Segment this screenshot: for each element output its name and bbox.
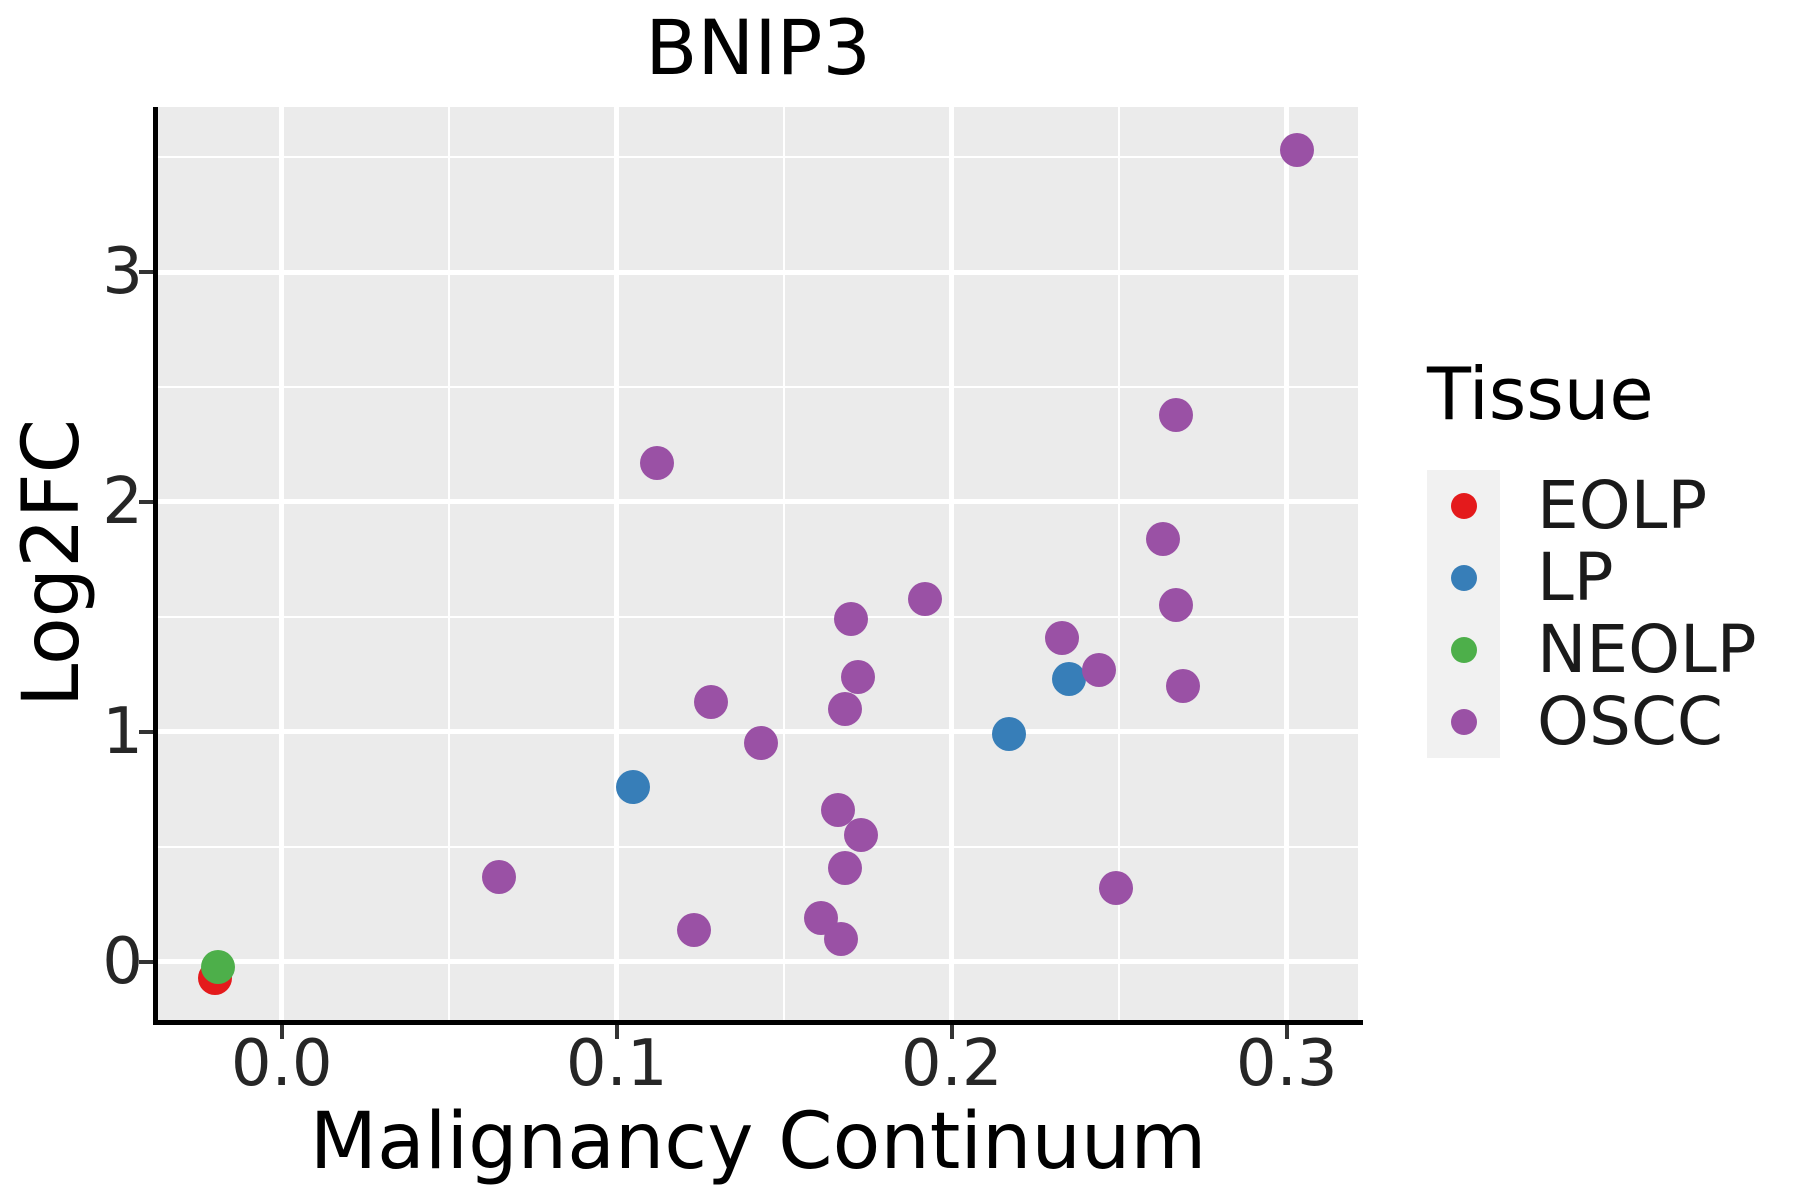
y-tick-mark — [139, 499, 153, 504]
data-point-oscc — [743, 726, 778, 761]
data-point-oscc — [827, 850, 862, 885]
data-point-oscc — [482, 859, 517, 894]
data-point-lp — [1051, 662, 1086, 697]
major-gridline-x — [279, 107, 285, 1020]
data-point-oscc — [907, 581, 942, 616]
y-axis-title: Log2FC — [7, 418, 97, 708]
data-point-oscc — [1098, 871, 1133, 906]
x-axis-title: Malignancy Continuum — [309, 1097, 1207, 1187]
y-tick-label: 0 — [102, 924, 143, 999]
legend-entries: EOLP LP NEOLP OSCC — [1427, 470, 1757, 758]
major-gridline-y — [158, 959, 1358, 965]
legend: Tissue EOLP LP NEOLP OSCC — [1427, 358, 1757, 758]
data-point-lp — [616, 770, 651, 805]
data-point-oscc — [676, 912, 711, 947]
legend-key — [1427, 470, 1500, 542]
y-tick-label: 3 — [102, 235, 143, 309]
legend-entry-oscc: OSCC — [1427, 686, 1757, 758]
legend-dot-neolp — [1450, 637, 1477, 663]
data-point-oscc — [1082, 652, 1117, 687]
y-tick-label: 2 — [102, 464, 143, 539]
legend-dot-lp — [1450, 565, 1477, 591]
legend-entry-neolp: NEOLP — [1427, 614, 1757, 686]
axes-frame — [153, 107, 1363, 1025]
legend-entry-label: OSCC — [1537, 683, 1724, 760]
legend-dot-oscc — [1450, 709, 1477, 735]
major-gridline-y — [158, 269, 1358, 275]
y-tick-mark — [139, 959, 153, 964]
x-tick-label: 0.0 — [230, 1027, 333, 1101]
data-point-oscc — [1159, 588, 1194, 623]
minor-gridline-x — [447, 107, 451, 1020]
minor-gridline-y — [158, 385, 1358, 389]
minor-gridline-y — [158, 615, 1358, 619]
y-tick-mark — [139, 729, 153, 734]
data-point-neolp — [201, 949, 236, 984]
data-point-oscc — [1279, 133, 1314, 168]
legend-entry-lp: LP — [1427, 542, 1757, 614]
major-gridline-x — [614, 107, 620, 1020]
plot-title: BNIP3 — [645, 3, 871, 92]
x-tick-label: 0.1 — [565, 1027, 668, 1101]
x-tick-label: 0.3 — [1235, 1027, 1338, 1101]
data-point-oscc — [824, 921, 859, 956]
legend-key — [1427, 614, 1500, 686]
data-point-lp — [991, 717, 1026, 752]
data-point-oscc — [834, 602, 869, 637]
major-gridline-x — [1284, 107, 1290, 1020]
data-point-oscc — [1165, 668, 1200, 703]
x-tick-mark — [279, 1025, 284, 1039]
data-point-oscc — [840, 659, 875, 694]
x-tick-mark — [949, 1025, 954, 1039]
y-tick-label: 1 — [102, 694, 143, 769]
data-point-oscc — [1045, 620, 1080, 655]
data-point-oscc — [844, 818, 879, 853]
legend-entry-label: EOLP — [1537, 467, 1708, 544]
major-gridline-x — [949, 107, 955, 1020]
data-point-oscc — [639, 445, 674, 480]
legend-entry-eolp: EOLP — [1427, 470, 1757, 542]
plot-panel — [158, 107, 1358, 1020]
legend-key — [1427, 542, 1500, 614]
legend-dot-eolp — [1450, 493, 1477, 519]
legend-key — [1427, 686, 1500, 758]
data-point-oscc — [1159, 397, 1194, 432]
legend-entry-label: LP — [1537, 539, 1614, 616]
x-tick-label: 0.2 — [900, 1027, 1003, 1101]
x-tick-mark — [1284, 1025, 1289, 1039]
data-point-oscc — [693, 685, 728, 720]
minor-gridline-x — [782, 107, 786, 1020]
legend-title: Tissue — [1427, 352, 1654, 436]
minor-gridline-y — [158, 155, 1358, 159]
legend-entry-label: NEOLP — [1537, 611, 1757, 688]
minor-gridline-y — [158, 845, 1358, 849]
major-gridline-y — [158, 499, 1358, 505]
data-point-oscc — [1145, 521, 1180, 556]
x-tick-mark — [614, 1025, 619, 1039]
minor-gridline-x — [1117, 107, 1121, 1020]
y-tick-mark — [139, 270, 153, 274]
data-point-oscc — [827, 691, 862, 726]
